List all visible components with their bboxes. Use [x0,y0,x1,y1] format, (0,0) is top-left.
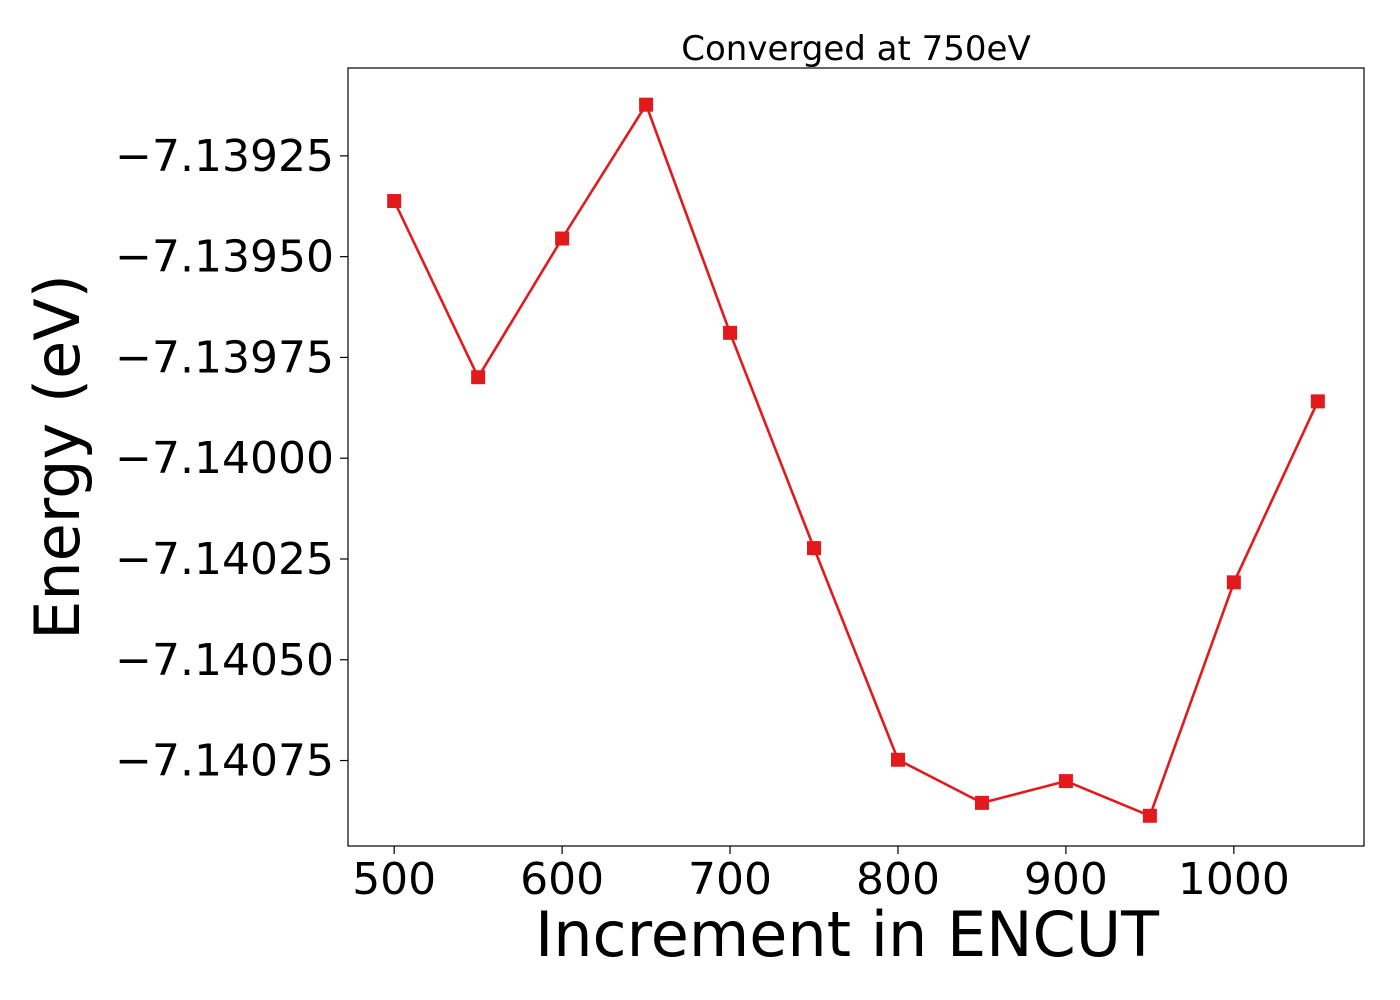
y-tick-label: −7.14050 [115,635,334,686]
data-point-marker [471,370,486,385]
y-axis-label: Energy (eV) [21,274,94,640]
data-point-marker [890,752,905,767]
data-point-marker [387,194,402,209]
plot-frame [347,67,1365,847]
y-tick-label: −7.13925 [115,131,334,182]
y-tick-label: −7.13950 [115,232,334,283]
data-point-marker [807,541,822,556]
x-axis-label: Increment in ENCUT [535,898,1160,971]
y-tick-label: −7.14025 [115,534,334,585]
data-point-marker [1058,774,1073,789]
y-tick-label: −7.14000 [115,433,334,484]
y-tick-label: −7.14075 [115,736,334,787]
data-point-marker [1142,808,1157,823]
series-line [393,103,1319,818]
data-point-marker [639,97,654,112]
x-axis-ticks: 500 600 700 800 900 1000 [352,846,1290,905]
x-tick-label: 600 [520,854,604,905]
data-point-marker [723,325,738,340]
x-tick-label: 1000 [1178,854,1290,905]
data-point-marker [1310,394,1325,409]
y-axis-ticks: −7.13925 −7.13950 −7.13975 −7.14000 −7.14025… [115,131,348,787]
series-layer [387,97,1325,823]
x-tick-label: 800 [856,854,940,905]
data-point-marker [974,795,989,810]
chart-title: Converged at 750eV [681,29,1030,69]
y-tick-label: −7.13975 [115,332,334,383]
data-point-marker [1226,575,1241,590]
x-tick-label: 900 [1024,854,1108,905]
x-tick-label: 500 [352,854,436,905]
plot-area: 500 600 700 800 900 1000 −7.13925−7.13950−7.1… [115,67,1365,905]
data-point-marker [555,231,570,246]
x-tick-label: 700 [688,854,772,905]
